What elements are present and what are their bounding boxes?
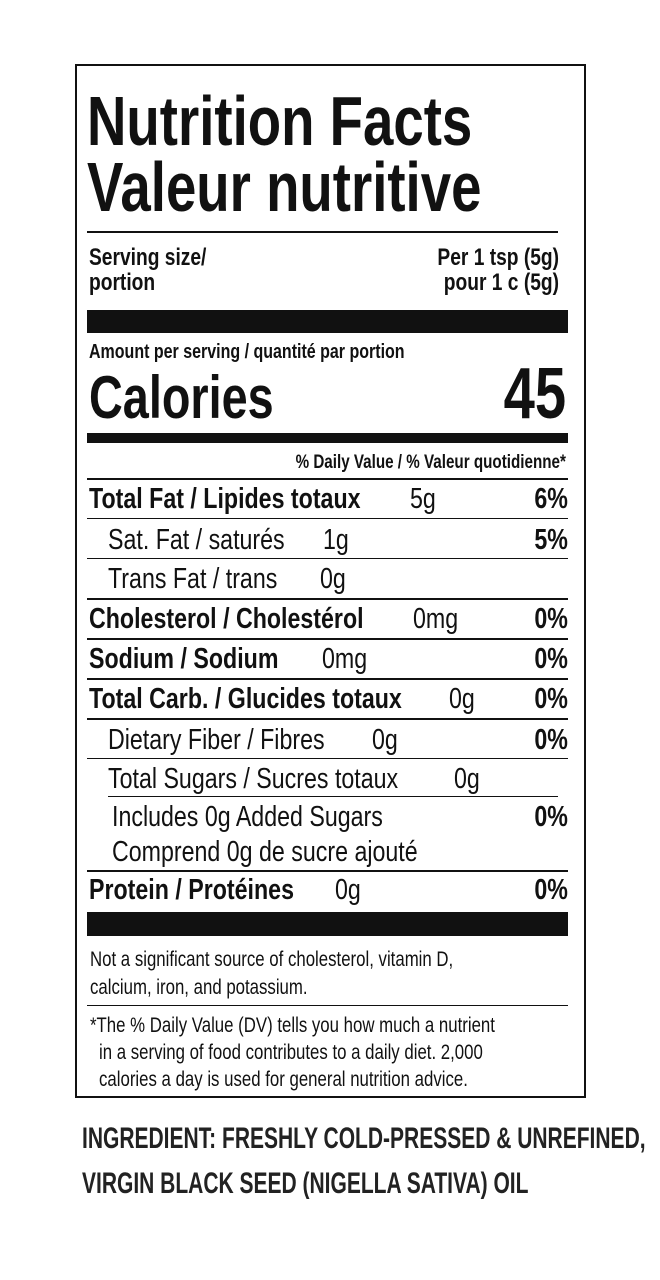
row-amount: 0g [372, 724, 398, 756]
serving-label: Serving size/ [89, 244, 207, 271]
row-amount: 0mg [413, 603, 459, 635]
row-dv: 5% [534, 524, 568, 556]
serving-value: Per 1 tsp (5g) [437, 244, 559, 271]
row-label-total-carb: Total Carb. / Glucides totaux [89, 683, 402, 715]
divider [87, 231, 558, 233]
row-amount: 0g [320, 563, 346, 595]
row-dv: 0% [534, 603, 568, 635]
dv-header: % Daily Value / % Valeur quotidienne* [295, 452, 566, 473]
row-amount: 0g [335, 874, 361, 906]
title-fr: Valeur nutritive [87, 148, 482, 226]
divider [87, 558, 568, 559]
row-dv: 0% [534, 724, 568, 756]
divider [87, 678, 568, 680]
row-dv: 6% [534, 483, 568, 515]
footnote-line: Not a significant source of cholesterol,… [90, 948, 454, 971]
divider [87, 638, 568, 640]
row-label-cholesterol: Cholesterol / Cholestérol [89, 603, 364, 635]
row-amount: 0mg [322, 643, 368, 675]
dv-footnote-line: *The % Daily Value (DV) tells you how mu… [90, 1014, 495, 1037]
dv-footnote-line: calories a day is used for general nutri… [99, 1068, 468, 1091]
divider [87, 758, 568, 759]
serving-label-2: portion [89, 269, 156, 296]
divider [87, 518, 568, 519]
calories-value: 45 [503, 354, 566, 434]
row-amount: 1g [323, 524, 349, 556]
row-dv: 0% [534, 643, 568, 675]
thick-bar [87, 310, 568, 333]
divider [87, 598, 568, 600]
row-label-sodium: Sodium / Sodium [89, 643, 279, 675]
divider [87, 718, 568, 720]
divider [87, 1005, 568, 1006]
row-label-dietary-fiber: Dietary Fiber / Fibres [108, 724, 325, 756]
row-label-total-fat: Total Fat / Lipides totaux [89, 483, 361, 515]
row-label-trans-fat: Trans Fat / trans [108, 563, 278, 595]
row-amount: 0g [454, 763, 480, 795]
dv-footnote-line: in a serving of food contributes to a da… [99, 1041, 483, 1064]
row-dv: 0% [534, 801, 568, 833]
row-dv: 0% [534, 874, 568, 906]
row-label-added-sugars: Includes 0g Added Sugars [112, 801, 383, 833]
row-amount: 5g [410, 483, 436, 515]
nutrition-facts-panel [75, 64, 586, 1098]
row-amount: 0g [449, 683, 475, 715]
row-label-added-sugars-fr: Comprend 0g de sucre ajouté [112, 836, 418, 868]
amount-per-serving: Amount per serving / quantité par portio… [89, 341, 405, 363]
ingredients-line: INGREDIENT: FRESHLY COLD-PRESSED & UNREF… [82, 1122, 646, 1155]
divider [87, 478, 568, 480]
title-en: Nutrition Facts [87, 82, 473, 160]
divider [108, 796, 558, 797]
divider [87, 870, 568, 872]
calories-label: Calories [89, 364, 274, 431]
ingredients-line: VIRGIN BLACK SEED (NIGELLA SATIVA) OIL [82, 1167, 529, 1200]
thick-bar [87, 912, 568, 936]
row-dv: 0% [534, 683, 568, 715]
serving-value-2: pour 1 c (5g) [443, 269, 559, 296]
row-label-sat-fat: Sat. Fat / saturés [108, 524, 285, 556]
row-label-protein: Protein / Protéines [89, 874, 294, 906]
row-label-total-sugars: Total Sugars / Sucres totaux [108, 763, 399, 795]
footnote-line: calcium, iron, and potassium. [90, 976, 308, 999]
thick-bar [87, 433, 568, 443]
